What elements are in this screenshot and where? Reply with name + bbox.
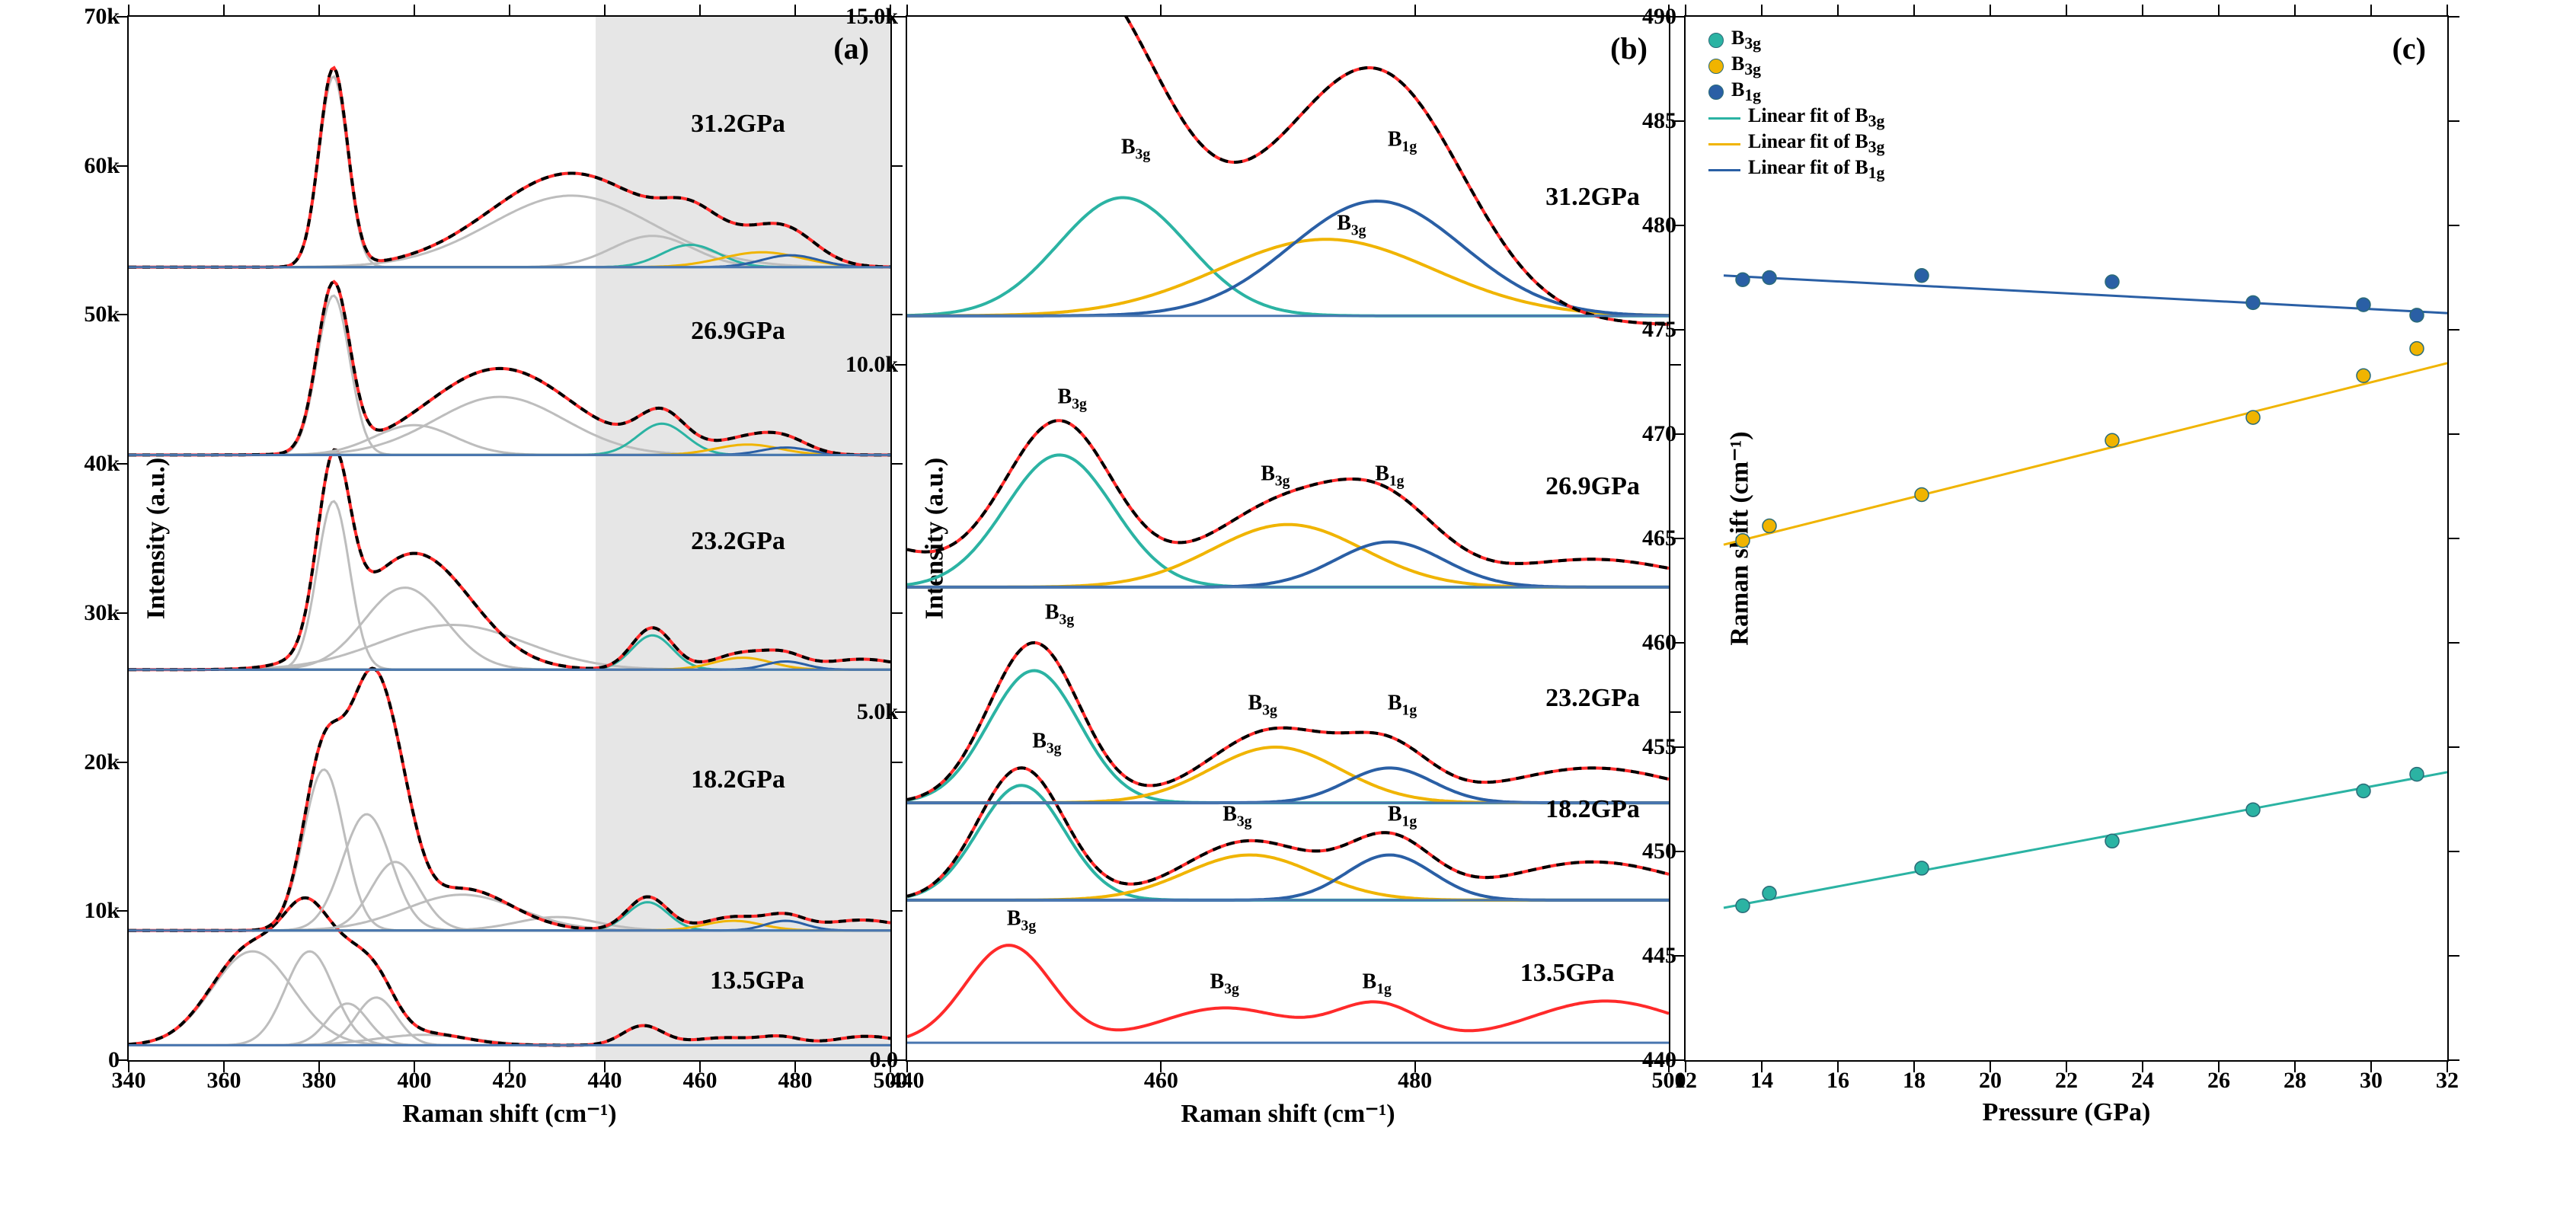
xtick-label: 380 bbox=[302, 1068, 337, 1094]
mode-label: B3g bbox=[1032, 730, 1061, 758]
xlabel-a: Raman shift (cm⁻¹) bbox=[402, 1098, 616, 1129]
ytick-label: 0 bbox=[108, 1047, 120, 1073]
mode-label: B3g bbox=[1045, 601, 1074, 629]
panel-c: Raman shift (cm⁻¹) (c) B3gB3gB1gLinear f… bbox=[1684, 15, 2449, 1127]
pressure-label: 18.2GPa bbox=[691, 765, 785, 794]
pressure-label: 31.2GPa bbox=[1545, 183, 1640, 212]
xtick-label: 460 bbox=[1144, 1068, 1178, 1094]
ytick-label: 60k bbox=[84, 153, 120, 179]
mode-label: B1g bbox=[1363, 970, 1392, 998]
pressure-label: 23.2GPa bbox=[1545, 684, 1640, 713]
ytick-label: 0.0 bbox=[870, 1047, 899, 1073]
mode-label: B1g bbox=[1388, 803, 1417, 831]
ytick-label: 480 bbox=[1642, 212, 1676, 238]
ytick-label: 5.0k bbox=[857, 699, 898, 725]
mode-label: B3g bbox=[1222, 803, 1251, 831]
ytick-label: 30k bbox=[84, 600, 120, 626]
ytick-label: 40k bbox=[84, 451, 120, 477]
ytick-label: 10k bbox=[84, 898, 120, 924]
ytick-label: 445 bbox=[1642, 943, 1676, 969]
ytick-label: 15.0k bbox=[845, 4, 898, 30]
xtick-label: 24 bbox=[2131, 1068, 2154, 1094]
ytick-label: 465 bbox=[1642, 526, 1676, 551]
pressure-label: 13.5GPa bbox=[710, 966, 804, 995]
xtick-label: 22 bbox=[2055, 1068, 2078, 1094]
xtick-label: 420 bbox=[493, 1068, 527, 1094]
figure-row: Intensity (a.u.) (a) 3403603804004204404… bbox=[0, 0, 2576, 1230]
mode-label: B3g bbox=[1248, 692, 1277, 720]
xtick-label: 32 bbox=[2436, 1068, 2459, 1094]
xtick-label: 16 bbox=[1827, 1068, 1849, 1094]
xtick-label: 440 bbox=[588, 1068, 622, 1094]
xtick-label: 480 bbox=[778, 1068, 813, 1094]
xlabel-c: Pressure (GPa) bbox=[1983, 1098, 2151, 1127]
pressure-label: 13.5GPa bbox=[1520, 959, 1615, 988]
xtick-label: 28 bbox=[2284, 1068, 2306, 1094]
mode-label: B3g bbox=[1058, 385, 1087, 414]
ytick-label: 475 bbox=[1642, 317, 1676, 343]
pressure-label: 26.9GPa bbox=[1545, 472, 1640, 501]
mode-label: B3g bbox=[1261, 462, 1290, 490]
xtick-label: 400 bbox=[398, 1068, 432, 1094]
panel-b: Intensity (a.u.) (b) B3gB3gB1g13.5GPaB3g… bbox=[906, 15, 1670, 1129]
ytick-label: 440 bbox=[1642, 1047, 1676, 1073]
xtick-label: 14 bbox=[1750, 1068, 1773, 1094]
ytick-label: 70k bbox=[84, 4, 120, 30]
ytick-label: 10.0k bbox=[845, 352, 898, 378]
pressure-label: 26.9GPa bbox=[691, 317, 785, 346]
mode-label: B3g bbox=[1007, 907, 1036, 935]
xtick-label: 480 bbox=[1398, 1068, 1432, 1094]
panel-a: Intensity (a.u.) (a) 3403603804004204404… bbox=[127, 15, 892, 1129]
ytick-label: 460 bbox=[1642, 630, 1676, 656]
plot-box-a: Intensity (a.u.) (a) 3403603804004204404… bbox=[127, 15, 892, 1062]
mode-label: B3g bbox=[1337, 212, 1366, 240]
ytick-label: 50k bbox=[84, 302, 120, 327]
xtick-label: 30 bbox=[2360, 1068, 2383, 1094]
xtick-label: 26 bbox=[2207, 1068, 2230, 1094]
ytick-label: 470 bbox=[1642, 421, 1676, 447]
mode-label: B3g bbox=[1121, 135, 1150, 163]
ytick-label: 485 bbox=[1642, 108, 1676, 134]
ytick-label: 450 bbox=[1642, 839, 1676, 864]
xtick-label: 360 bbox=[207, 1068, 241, 1094]
xtick-label: 20 bbox=[1979, 1068, 2002, 1094]
pressure-label: 23.2GPa bbox=[691, 527, 785, 556]
pressure-label: 31.2GPa bbox=[691, 110, 785, 139]
ytick-label: 455 bbox=[1642, 734, 1676, 760]
plot-box-b: Intensity (a.u.) (b) B3gB3gB1g13.5GPaB3g… bbox=[906, 15, 1670, 1062]
ytick-label: 490 bbox=[1642, 4, 1676, 30]
xlabel-b: Raman shift (cm⁻¹) bbox=[1181, 1098, 1395, 1129]
xtick-label: 18 bbox=[1903, 1068, 1926, 1094]
pressure-label: 18.2GPa bbox=[1545, 795, 1640, 824]
mode-label: B1g bbox=[1375, 462, 1404, 490]
plot-box-c: Raman shift (cm⁻¹) (c) B3gB3gB1gLinear f… bbox=[1684, 15, 2449, 1062]
mode-label: B3g bbox=[1210, 970, 1239, 998]
mode-label: B1g bbox=[1388, 128, 1417, 156]
ytick-label: 20k bbox=[84, 749, 120, 775]
mode-label: B1g bbox=[1388, 692, 1417, 720]
xtick-label: 12 bbox=[1674, 1068, 1697, 1094]
xtick-label: 460 bbox=[683, 1068, 718, 1094]
